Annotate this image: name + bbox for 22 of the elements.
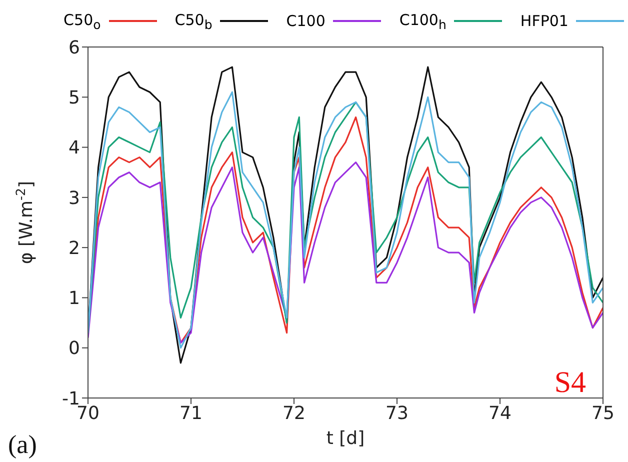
line-series [88, 162, 603, 344]
y-tick-label: 0 [68, 338, 80, 360]
x-tick-label: 75 [592, 402, 614, 424]
x-tick-label: 74 [488, 402, 512, 424]
x-axis-title: t [d] [326, 428, 365, 449]
y-tick-label: 5 [68, 88, 80, 109]
x-tick-label: 70 [76, 402, 100, 424]
text: (a) [8, 430, 37, 460]
y-tick-label: 2 [68, 238, 80, 259]
legend-label: C100$_{h}$ [399, 10, 446, 32]
x-tick-label: 71 [180, 402, 202, 424]
legend-label: HFP01 [520, 12, 568, 30]
legend-label: C50$_{o}$ [64, 10, 101, 32]
x-tick-label: 73 [386, 402, 408, 424]
x-tick-label: 72 [282, 402, 306, 424]
y-tick-label: 1 [68, 288, 80, 310]
legend-label: C100 [286, 12, 326, 30]
annotation: S4 [554, 366, 586, 400]
y-tick-label: 3 [68, 188, 80, 209]
y-tick-label: 6 [68, 37, 80, 58]
y-tick-label: 4 [68, 138, 80, 159]
legend-label: C50$_{b}$ [174, 10, 212, 32]
